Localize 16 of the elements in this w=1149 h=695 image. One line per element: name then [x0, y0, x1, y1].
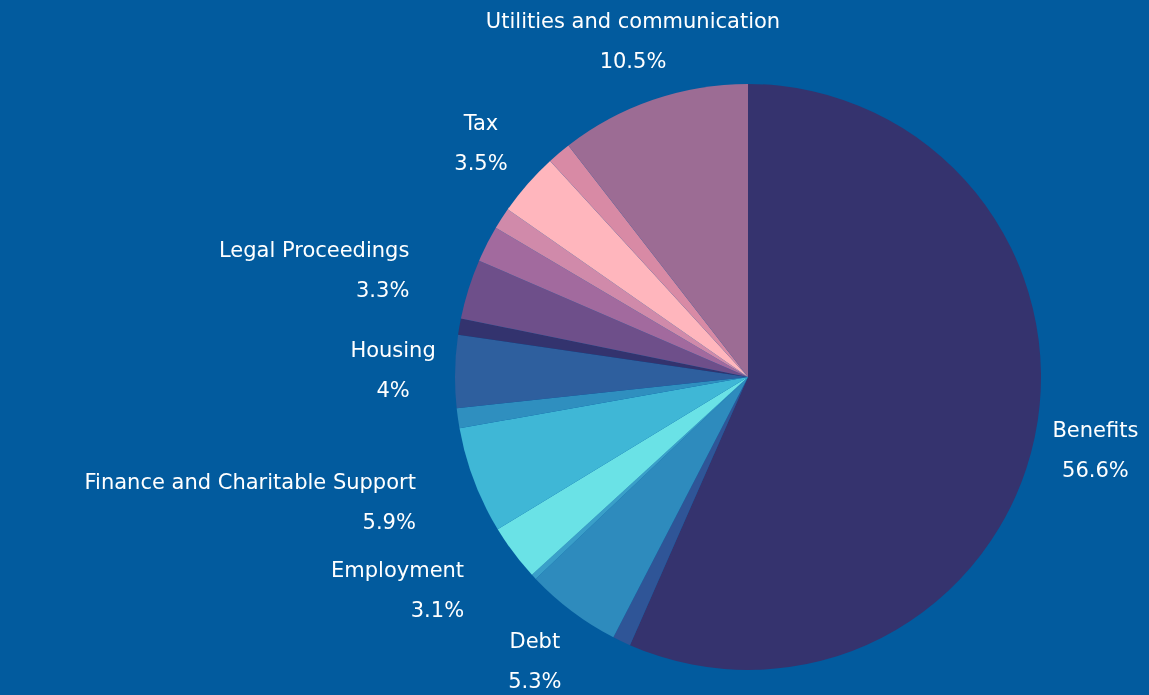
data-label: 4% [376, 378, 410, 403]
data-label: 56.6% [1062, 458, 1129, 483]
slice-label: Housing [350, 338, 436, 363]
data-label: 10.5% [599, 49, 667, 74]
slice-label: Legal Proceedings [218, 238, 410, 263]
data-label: 5.3% [508, 668, 562, 693]
data-label: 5.9% [362, 510, 416, 535]
data-label: 3.1% [410, 598, 465, 623]
slice-label: Utilities and communication [485, 9, 781, 34]
slice-label: Tax [462, 111, 499, 136]
slice-label: Debt [509, 628, 561, 653]
data-label: 3.5% [454, 151, 508, 176]
slice-label: Employment [331, 558, 465, 583]
data-label: 3.3% [356, 278, 410, 303]
slice-label: Benefits [1052, 418, 1139, 443]
slice-label: Finance and Charitable Support [84, 470, 416, 495]
